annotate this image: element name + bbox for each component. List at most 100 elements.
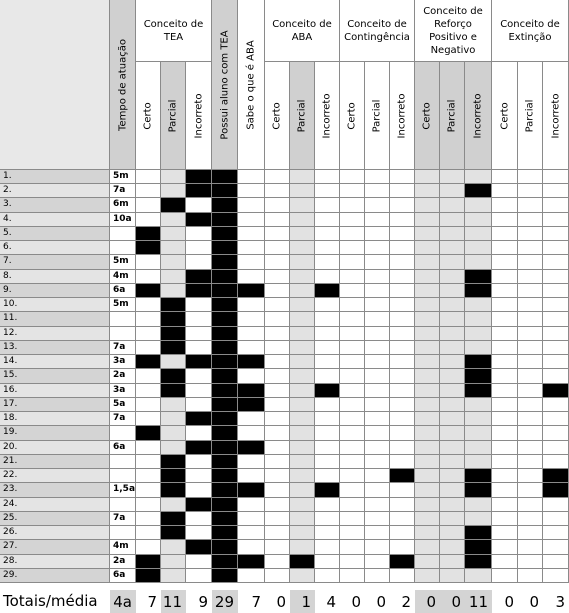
cell bbox=[440, 412, 465, 427]
cell bbox=[315, 255, 340, 270]
cell bbox=[440, 497, 465, 512]
tempo-cell: 7a bbox=[110, 340, 136, 356]
cell bbox=[440, 526, 465, 541]
cell bbox=[161, 397, 186, 413]
marked-cell bbox=[212, 397, 238, 413]
cell bbox=[465, 497, 492, 512]
cell bbox=[290, 312, 315, 327]
cell bbox=[340, 255, 365, 270]
cell bbox=[415, 554, 440, 569]
cell bbox=[465, 255, 492, 270]
cell bbox=[492, 298, 518, 313]
cell bbox=[518, 412, 543, 427]
cell bbox=[186, 226, 212, 242]
marked-cell bbox=[390, 554, 415, 569]
cell bbox=[440, 241, 465, 256]
cell bbox=[290, 454, 315, 470]
marked-cell bbox=[465, 283, 492, 299]
cell bbox=[161, 355, 186, 370]
cell bbox=[136, 369, 161, 384]
cell bbox=[238, 269, 265, 284]
row-label: 28. bbox=[0, 554, 110, 569]
marked-cell bbox=[315, 483, 340, 498]
cell bbox=[390, 312, 415, 327]
cell bbox=[315, 369, 340, 384]
cell bbox=[440, 454, 465, 470]
cell bbox=[365, 326, 390, 341]
cell bbox=[543, 426, 569, 441]
row-label: 29. bbox=[0, 568, 110, 583]
cell bbox=[365, 497, 390, 512]
cell bbox=[543, 568, 569, 583]
marked-cell bbox=[161, 326, 186, 341]
cell bbox=[340, 383, 365, 398]
cell bbox=[440, 326, 465, 341]
totals-value: 3 bbox=[543, 590, 569, 613]
row-label: 7. bbox=[0, 255, 110, 270]
row-label: 2. bbox=[0, 184, 110, 199]
cell bbox=[543, 226, 569, 242]
cell bbox=[415, 283, 440, 299]
totals-label: Totais/média bbox=[0, 590, 110, 613]
cell bbox=[340, 554, 365, 569]
cell bbox=[238, 511, 265, 527]
cell bbox=[415, 483, 440, 498]
cell bbox=[492, 497, 518, 512]
totals-tempo: 4a bbox=[110, 590, 136, 613]
totals-value: 4 bbox=[315, 590, 340, 613]
row-label: 4. bbox=[0, 212, 110, 227]
cell bbox=[290, 170, 315, 185]
cell bbox=[518, 298, 543, 313]
tempo-cell bbox=[110, 469, 136, 484]
cell bbox=[415, 426, 440, 441]
cell bbox=[290, 383, 315, 398]
row-label: 20. bbox=[0, 440, 110, 455]
cell bbox=[465, 226, 492, 242]
marked-cell bbox=[212, 226, 238, 242]
cell bbox=[161, 568, 186, 583]
cell bbox=[365, 383, 390, 398]
cell bbox=[161, 497, 186, 512]
cell bbox=[315, 440, 340, 455]
cell bbox=[465, 511, 492, 527]
marked-cell bbox=[238, 397, 265, 413]
cell bbox=[315, 198, 340, 213]
cell bbox=[238, 426, 265, 441]
cell bbox=[136, 198, 161, 213]
totals-value: 0 bbox=[340, 590, 365, 613]
cell bbox=[265, 170, 290, 185]
cell bbox=[415, 340, 440, 356]
cell bbox=[492, 383, 518, 398]
group-header: Conceito de Contingência bbox=[340, 0, 415, 62]
marked-cell bbox=[238, 283, 265, 299]
cell bbox=[265, 326, 290, 341]
cell bbox=[315, 469, 340, 484]
marked-cell bbox=[212, 526, 238, 541]
marked-cell bbox=[212, 269, 238, 284]
cell bbox=[543, 526, 569, 541]
cell bbox=[365, 241, 390, 256]
column-header: Certo bbox=[421, 101, 433, 130]
cell bbox=[415, 312, 440, 327]
marked-cell bbox=[212, 283, 238, 299]
column-header: Parcial bbox=[446, 99, 458, 132]
tempo-cell bbox=[110, 226, 136, 242]
row-label: 24. bbox=[0, 497, 110, 512]
cell bbox=[543, 540, 569, 555]
cell bbox=[543, 440, 569, 455]
cell bbox=[365, 568, 390, 583]
marked-cell bbox=[212, 198, 238, 213]
cell bbox=[238, 340, 265, 356]
cell bbox=[265, 540, 290, 555]
row-label: 16. bbox=[0, 383, 110, 398]
cell bbox=[390, 412, 415, 427]
cell bbox=[543, 412, 569, 427]
cell bbox=[340, 426, 365, 441]
cell bbox=[238, 170, 265, 185]
cell bbox=[492, 312, 518, 327]
cell bbox=[543, 170, 569, 185]
cell bbox=[465, 298, 492, 313]
cell bbox=[390, 526, 415, 541]
cell bbox=[440, 198, 465, 213]
cell bbox=[238, 454, 265, 470]
